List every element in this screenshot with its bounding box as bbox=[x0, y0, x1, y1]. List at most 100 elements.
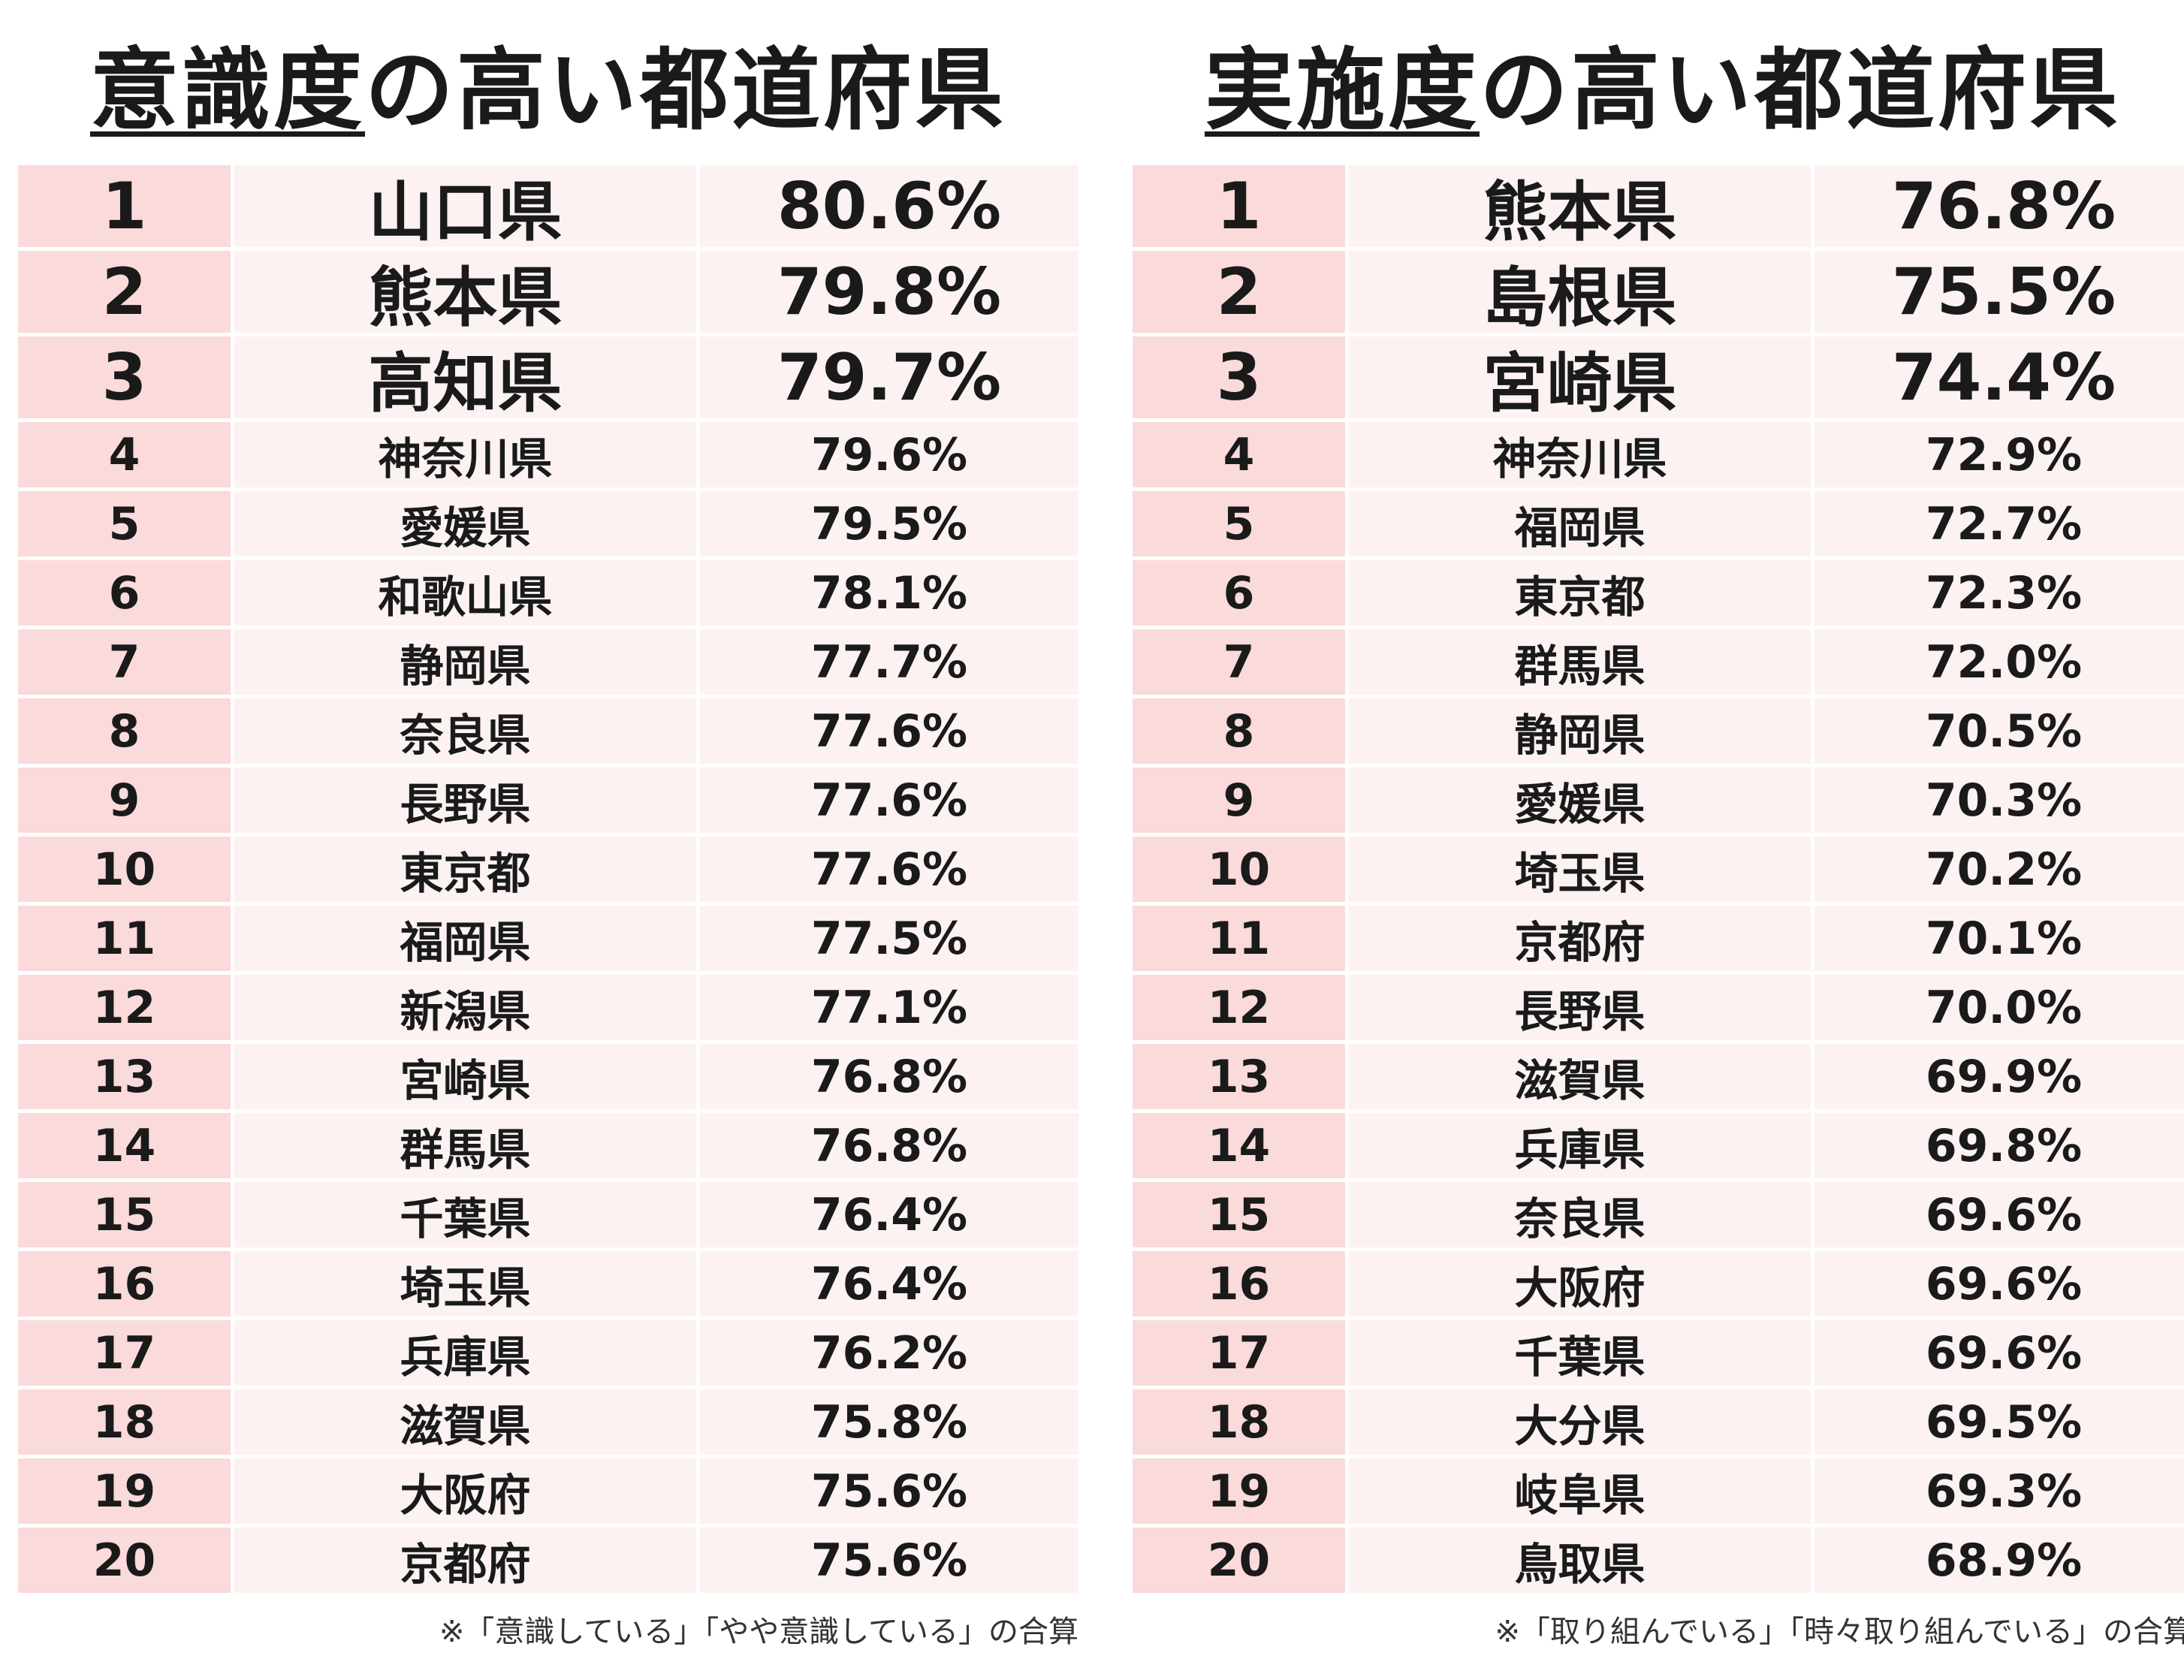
ranking-row: 19 岐阜県 69.3% bbox=[1133, 1458, 2184, 1528]
rank-cell: 4 bbox=[18, 422, 234, 487]
percentage-cell: 68.9% bbox=[1814, 1528, 2184, 1593]
percentage-cell: 75.8% bbox=[700, 1389, 1078, 1455]
ranking-row: 16 埼玉県 76.4% bbox=[18, 1251, 1078, 1320]
percentage-cell: 75.6% bbox=[700, 1528, 1078, 1593]
prefecture-cell: 京都府 bbox=[1349, 906, 1814, 971]
ranking-row: 13 滋賀県 69.9% bbox=[1133, 1044, 2184, 1113]
awareness-title-rest: の高い都道府県 bbox=[365, 38, 1007, 142]
percentage-cell: 79.7% bbox=[700, 336, 1078, 418]
percentage-cell: 70.5% bbox=[1814, 698, 2184, 764]
rank-cell: 6 bbox=[18, 560, 234, 626]
prefecture-cell: 東京都 bbox=[234, 837, 700, 902]
ranking-row: 5 福岡県 72.7% bbox=[1133, 491, 2184, 560]
percentage-cell: 69.3% bbox=[1814, 1458, 2184, 1524]
percentage-cell: 77.6% bbox=[700, 698, 1078, 764]
ranking-row: 4 神奈川県 79.6% bbox=[18, 422, 1078, 491]
implementation-panel: 実施度 の高い都道府県 1 熊本県 76.8% 2 島根県 75.5% 3 宮崎県 74.4% 4 神… bbox=[1133, 0, 2184, 1680]
prefecture-cell: 山口県 bbox=[234, 165, 700, 250]
percentage-cell: 76.8% bbox=[1814, 165, 2184, 247]
rank-cell: 16 bbox=[1133, 1251, 1349, 1317]
rank-cell: 13 bbox=[1133, 1044, 1349, 1109]
rank-cell: 3 bbox=[1133, 336, 1349, 418]
prefecture-cell: 奈良県 bbox=[1349, 1182, 1814, 1247]
rank-cell: 5 bbox=[18, 491, 234, 556]
awareness-footnote: ※「意識している」「やや意識している」の合算 bbox=[439, 1615, 1078, 1649]
percentage-cell: 69.5% bbox=[1814, 1389, 2184, 1455]
awareness-panel: 意識度 の高い都道府県 1 山口県 80.6% 2 熊本県 79.8% 3 高知県 79.7% 4 神… bbox=[18, 0, 1078, 1680]
prefecture-cell: 長野県 bbox=[1349, 975, 1814, 1040]
implementation-footnote: ※「取り組んでいる」「時々取り組んでいる」の合算 bbox=[1495, 1615, 2184, 1649]
percentage-cell: 78.1% bbox=[700, 560, 1078, 626]
prefecture-cell: 鳥取県 bbox=[1349, 1528, 1814, 1593]
prefecture-cell: 大阪府 bbox=[234, 1458, 700, 1524]
rank-cell: 18 bbox=[18, 1389, 234, 1455]
awareness-ranking-table: 1 山口県 80.6% 2 熊本県 79.8% 3 高知県 79.7% 4 神奈川県 79.6% 5 愛媛… bbox=[18, 165, 1078, 1597]
ranking-row: 9 長野県 77.6% bbox=[18, 768, 1078, 837]
ranking-row: 17 兵庫県 76.2% bbox=[18, 1320, 1078, 1389]
ranking-row: 19 大阪府 75.6% bbox=[18, 1458, 1078, 1528]
rank-cell: 9 bbox=[1133, 768, 1349, 833]
prefecture-cell: 東京都 bbox=[1349, 560, 1814, 626]
implementation-title: 実施度 の高い都道府県 bbox=[1133, 0, 2184, 164]
rank-cell: 2 bbox=[18, 251, 234, 333]
ranking-row: 2 島根県 75.5% bbox=[1133, 251, 2184, 336]
ranking-row: 3 宮崎県 74.4% bbox=[1133, 336, 2184, 422]
ranking-row: 1 山口県 80.6% bbox=[18, 165, 1078, 251]
percentage-cell: 69.6% bbox=[1814, 1182, 2184, 1247]
ranking-row: 20 京都府 75.6% bbox=[18, 1528, 1078, 1597]
awareness-title-keyword: 意識度 bbox=[89, 38, 365, 142]
rank-cell: 18 bbox=[1133, 1389, 1349, 1455]
ranking-row: 16 大阪府 69.6% bbox=[1133, 1251, 2184, 1320]
percentage-cell: 76.4% bbox=[700, 1251, 1078, 1317]
percentage-cell: 72.3% bbox=[1814, 560, 2184, 626]
prefecture-cell: 静岡県 bbox=[234, 629, 700, 695]
ranking-row: 12 長野県 70.0% bbox=[1133, 975, 2184, 1044]
prefecture-cell: 京都府 bbox=[234, 1528, 700, 1593]
rank-cell: 20 bbox=[1133, 1528, 1349, 1593]
prefecture-cell: 和歌山県 bbox=[234, 560, 700, 626]
rank-cell: 14 bbox=[18, 1113, 234, 1178]
rank-cell: 15 bbox=[1133, 1182, 1349, 1247]
percentage-cell: 70.2% bbox=[1814, 837, 2184, 902]
rank-cell: 9 bbox=[18, 768, 234, 833]
percentage-cell: 70.3% bbox=[1814, 768, 2184, 833]
ranking-row: 8 静岡県 70.5% bbox=[1133, 698, 2184, 768]
prefecture-cell: 愛媛県 bbox=[1349, 768, 1814, 833]
ranking-row: 18 大分県 69.5% bbox=[1133, 1389, 2184, 1458]
ranking-row: 14 兵庫県 69.8% bbox=[1133, 1113, 2184, 1182]
percentage-cell: 75.5% bbox=[1814, 251, 2184, 333]
percentage-cell: 80.6% bbox=[700, 165, 1078, 247]
rank-cell: 5 bbox=[1133, 491, 1349, 556]
percentage-cell: 72.9% bbox=[1814, 422, 2184, 487]
rank-cell: 8 bbox=[18, 698, 234, 764]
prefecture-cell: 群馬県 bbox=[1349, 629, 1814, 695]
rank-cell: 11 bbox=[1133, 906, 1349, 971]
rank-cell: 1 bbox=[1133, 165, 1349, 247]
prefecture-cell: 神奈川県 bbox=[1349, 422, 1814, 487]
ranking-row: 5 愛媛県 79.5% bbox=[18, 491, 1078, 560]
prefecture-cell: 群馬県 bbox=[234, 1113, 700, 1178]
ranking-row: 17 千葉県 69.6% bbox=[1133, 1320, 2184, 1389]
rank-cell: 19 bbox=[18, 1458, 234, 1524]
prefecture-cell: 大分県 bbox=[1349, 1389, 1814, 1455]
prefecture-cell: 新潟県 bbox=[234, 975, 700, 1040]
ranking-row: 15 千葉県 76.4% bbox=[18, 1182, 1078, 1251]
ranking-row: 4 神奈川県 72.9% bbox=[1133, 422, 2184, 491]
prefecture-cell: 大阪府 bbox=[1349, 1251, 1814, 1317]
ranking-row: 10 東京都 77.6% bbox=[18, 837, 1078, 906]
ranking-row: 6 東京都 72.3% bbox=[1133, 560, 2184, 629]
rank-cell: 14 bbox=[1133, 1113, 1349, 1178]
prefecture-cell: 宮崎県 bbox=[1349, 336, 1814, 421]
percentage-cell: 74.4% bbox=[1814, 336, 2184, 418]
percentage-cell: 75.6% bbox=[700, 1458, 1078, 1524]
percentage-cell: 79.8% bbox=[700, 251, 1078, 333]
rank-cell: 7 bbox=[18, 629, 234, 695]
percentage-cell: 70.0% bbox=[1814, 975, 2184, 1040]
rank-cell: 13 bbox=[18, 1044, 234, 1109]
ranking-row: 13 宮崎県 76.8% bbox=[18, 1044, 1078, 1113]
prefecture-cell: 千葉県 bbox=[234, 1182, 700, 1247]
percentage-cell: 76.4% bbox=[700, 1182, 1078, 1247]
prefecture-cell: 奈良県 bbox=[234, 698, 700, 764]
rank-cell: 10 bbox=[1133, 837, 1349, 902]
percentage-cell: 77.5% bbox=[700, 906, 1078, 971]
